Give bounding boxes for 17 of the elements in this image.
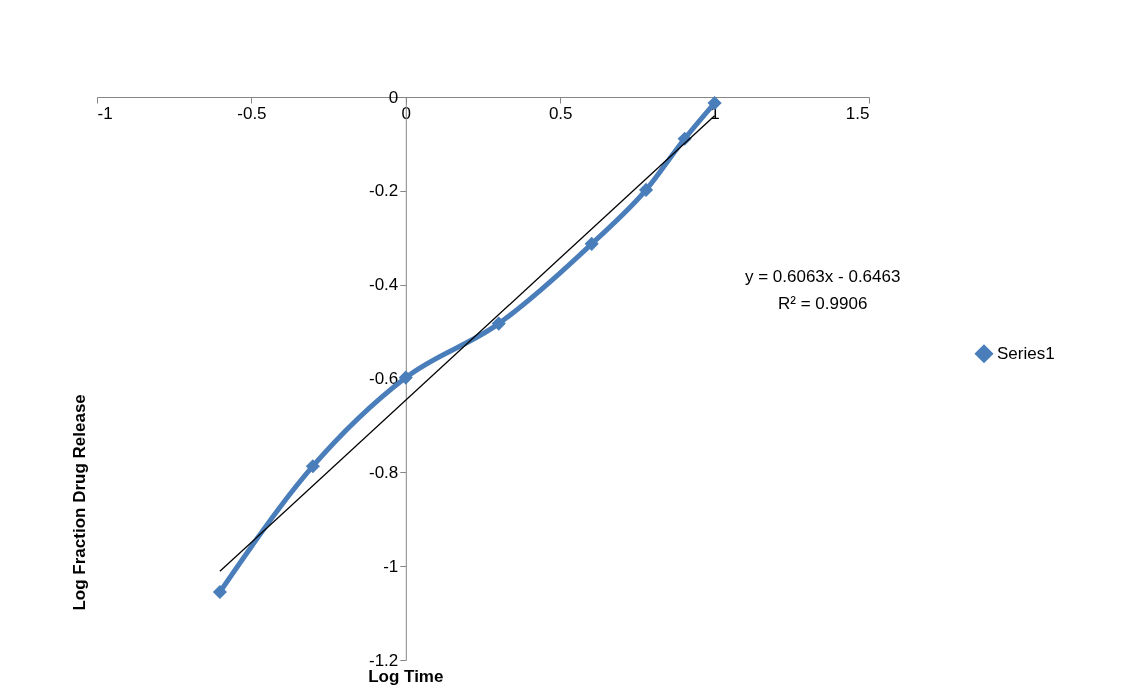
y-tick-label: 0 [388,87,399,107]
y-axis-title: Log Fraction Drug Release [70,394,89,611]
x-tick-label: 0.5 [548,103,573,123]
y-tick-label: -0.6 [369,369,399,388]
y-tick-label: -1 [383,556,399,576]
x-tick-label: -1 [97,103,113,123]
y-tick-label: -0.8 [369,462,399,482]
x-tick-label: 0 [401,103,412,123]
y-tick-label: -0.2 [369,181,399,201]
annotation: y = 0.6063x - 0.6463 [744,267,901,287]
y-tick-label: -1.2 [369,650,399,670]
legend-label: Series1 [997,343,1055,363]
x-tick-label: 1.5 [845,103,870,123]
y-tick-label: -0.4 [369,275,399,295]
annotation: R² = 0.9906 [778,294,868,314]
x-tick-label: -0.5 [237,103,267,123]
x-axis-title: Log Time [368,667,444,686]
